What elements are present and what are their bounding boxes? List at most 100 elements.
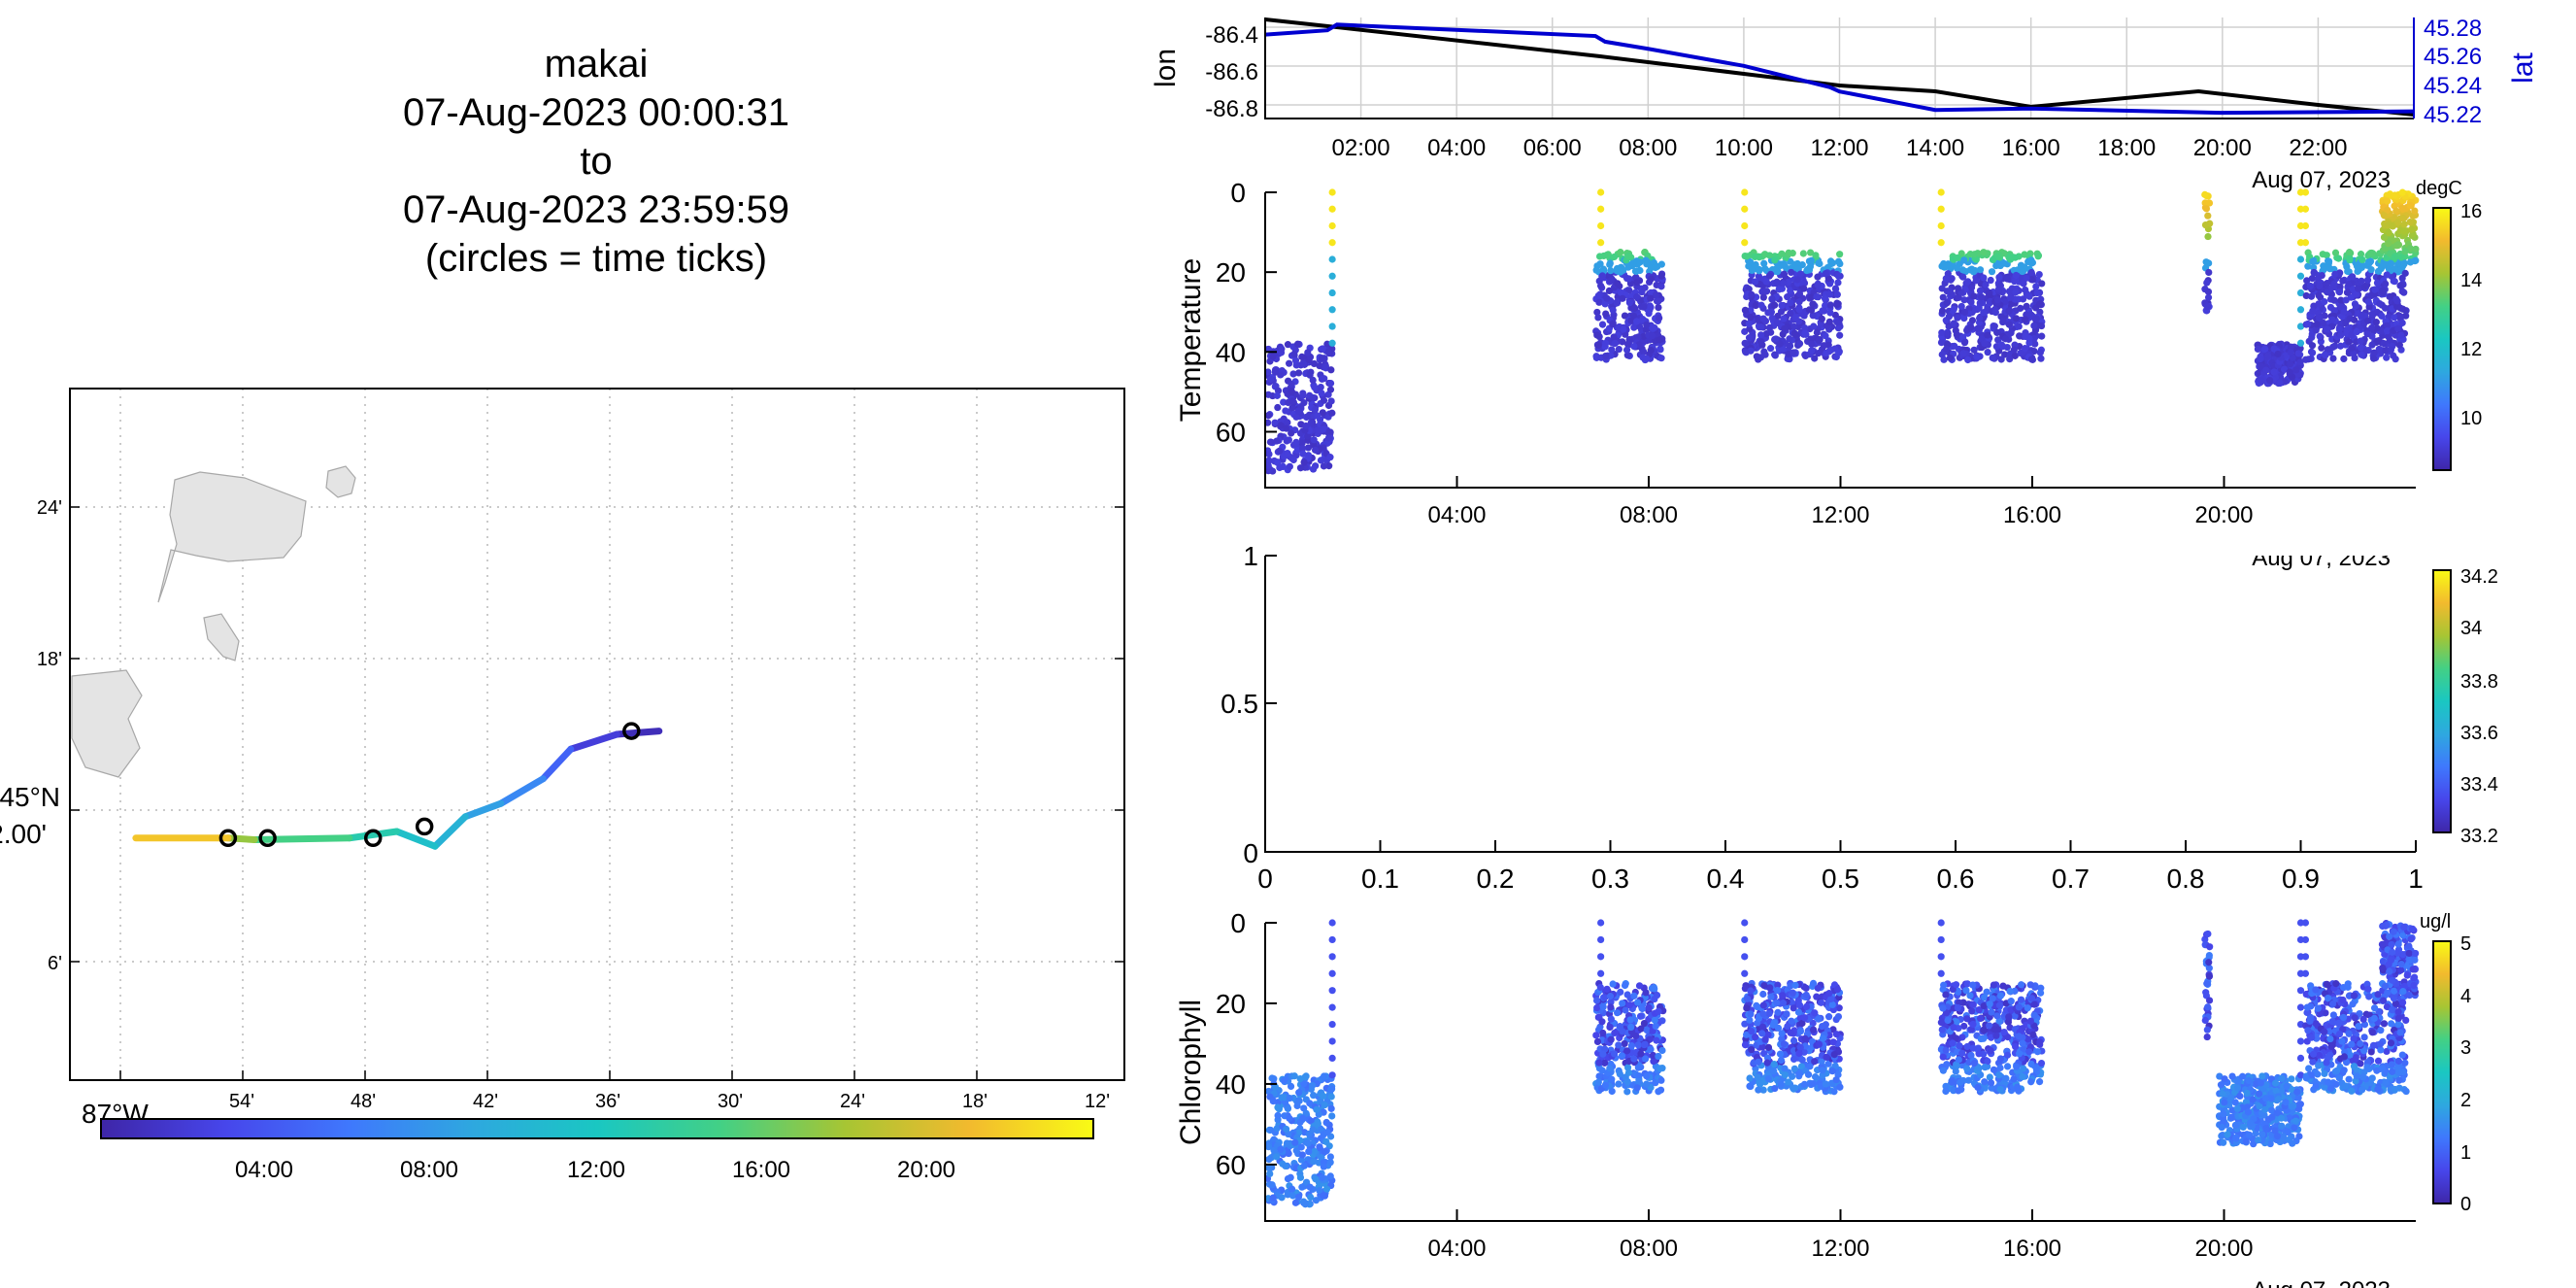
profile-point (1277, 422, 1285, 429)
island-small-south (203, 613, 240, 661)
island-large (157, 471, 307, 603)
profile-point (2202, 258, 2210, 266)
xtick-label: 08:00 (1620, 502, 1678, 528)
profile-point (1780, 270, 1788, 278)
profile-point (2406, 218, 2414, 226)
profile-point (1755, 1058, 1762, 1066)
profile-point (2205, 268, 2213, 277)
profile-point (1768, 295, 1776, 303)
surface-point (1597, 969, 1605, 977)
profile-point (2265, 377, 2274, 385)
profile-point (2293, 1088, 2301, 1096)
profile-point (2373, 279, 2382, 287)
profile-point (2204, 212, 2212, 220)
profile-point (1286, 359, 1293, 367)
profile-point (2257, 1079, 2264, 1087)
profile-point (1286, 462, 1293, 470)
profile-point (1771, 352, 1779, 359)
profile-point (1770, 1061, 1778, 1068)
profile-point (1607, 266, 1615, 275)
profile-point (1283, 424, 1290, 432)
profile-point (1976, 287, 1985, 294)
time-tick-circle (363, 829, 383, 848)
surface-point (1328, 221, 1336, 230)
profile-point (1624, 253, 1632, 260)
profile-point (2204, 930, 2212, 938)
profile-point (2309, 257, 2317, 265)
profile-point (1609, 321, 1617, 328)
profile-point (2205, 959, 2213, 966)
profile-point (2323, 252, 2330, 259)
profile-point (2363, 330, 2371, 338)
profile-point (1319, 1173, 1326, 1181)
profile-point (2203, 279, 2211, 287)
profile-point (2394, 324, 2402, 332)
profile-point (1806, 249, 1815, 256)
profile-point (1834, 272, 1843, 280)
profile-point (2387, 259, 2395, 268)
profile-point (2227, 1094, 2235, 1102)
profile-point (2032, 1065, 2040, 1072)
temperature-colorbar-bar (2433, 208, 2451, 470)
profile-point (1322, 1118, 1330, 1127)
profile-point (1302, 422, 1310, 430)
lonlat-xtick: 08:00 (1619, 135, 1677, 161)
profile-point (1271, 419, 1279, 426)
profile-point (1623, 346, 1631, 354)
profile-point (1944, 329, 1952, 338)
profile-point (1787, 299, 1794, 307)
profile-point (1320, 396, 1328, 404)
profile-point (1312, 1175, 1320, 1183)
profile-point (1276, 463, 1284, 472)
profile-point (1986, 1000, 1993, 1008)
profile-point (1813, 328, 1821, 336)
salinity-xtick-label: 0.9 (2282, 864, 2320, 894)
profile-point (1602, 310, 1610, 318)
profile-point (1657, 1076, 1665, 1084)
profile-point (2019, 1039, 2026, 1047)
xtick-label: 04:00 (1427, 502, 1486, 528)
xtick-label: 20:00 (2194, 502, 2253, 528)
profile-point (2308, 333, 2316, 341)
profile-point (2273, 1133, 2282, 1140)
profile-point (1292, 413, 1300, 421)
profile-point (2339, 277, 2347, 285)
profile-point (1655, 304, 1662, 312)
profile-point (1956, 1041, 1963, 1050)
profile-point (1309, 393, 1317, 402)
profile-point (1626, 1016, 1634, 1024)
profile-point (1777, 1056, 1786, 1065)
profile-point (2205, 199, 2214, 207)
profile-point (2258, 1131, 2266, 1138)
profile-point (2274, 350, 2282, 358)
profile-point (2026, 311, 2034, 319)
profile-point (1319, 345, 1326, 353)
profile-point (1606, 1023, 1614, 1031)
profile-point (1294, 369, 1303, 377)
profile-point (1819, 1067, 1826, 1074)
profile-point (2395, 341, 2403, 349)
profile-point (2349, 273, 2357, 281)
profile-point (2292, 366, 2300, 374)
profile-point (2255, 1090, 2263, 1098)
profile-point (1778, 250, 1786, 257)
surface-point (1937, 969, 1945, 977)
profile-point (1996, 1064, 2004, 1071)
profile-point (1793, 276, 1801, 284)
profile-point (2331, 249, 2340, 256)
profile-point (1264, 461, 1272, 469)
surface-point (2296, 188, 2305, 196)
profile-point (1969, 981, 1977, 989)
map-xtick-8: 12' (1085, 1091, 1110, 1112)
profile-point (1274, 1111, 1282, 1119)
surface-point (2301, 205, 2310, 213)
profile-point (2390, 352, 2397, 359)
map-xtick-1: 54' (229, 1091, 254, 1112)
profile-point (1819, 1034, 1827, 1042)
profile-point (1834, 324, 1843, 332)
title-block: makai 07-Aug-2023 00:00:31 to 07-Aug-202… (403, 43, 789, 280)
profile-point (1601, 339, 1610, 348)
profile-point (2016, 332, 2024, 340)
surface-point (1597, 188, 1605, 196)
